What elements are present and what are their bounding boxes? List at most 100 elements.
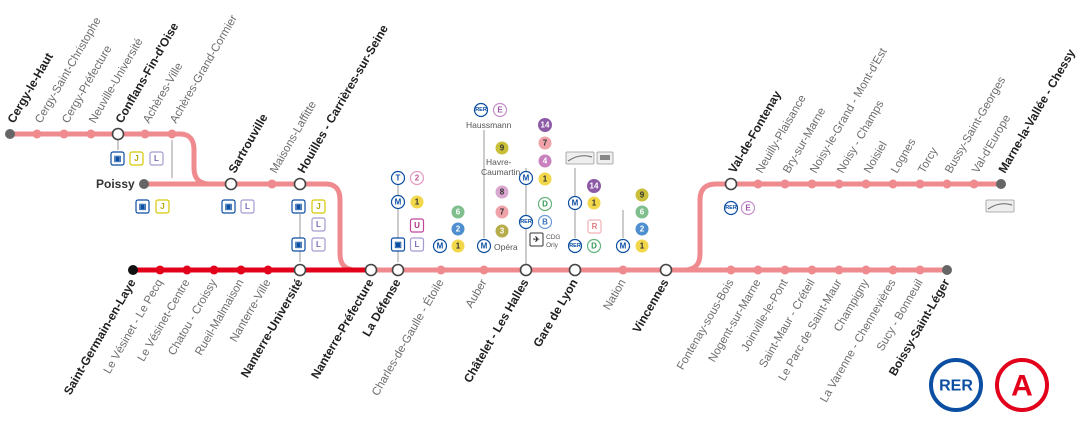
station-joinville-le-pont[interactable] bbox=[780, 265, 790, 275]
rer-b-badge bbox=[537, 214, 553, 230]
metro-14-text: 14 bbox=[541, 121, 550, 130]
line-r-badge bbox=[587, 219, 602, 234]
line-j-text: J bbox=[316, 202, 320, 211]
metro-badge-text: M bbox=[572, 199, 579, 208]
metro-1-badge bbox=[587, 196, 601, 210]
metro-badge-text: M bbox=[395, 198, 402, 207]
station-nogent-sur-marne[interactable] bbox=[753, 265, 763, 275]
station-nanterre-universite[interactable] bbox=[293, 263, 307, 277]
train-icon-glyph: ▣ bbox=[295, 202, 303, 211]
station-le-parc-de-saint-maur[interactable] bbox=[834, 265, 844, 275]
metro-1-badge bbox=[451, 239, 465, 253]
station-nanterre-ville[interactable] bbox=[263, 265, 273, 275]
station-poissy[interactable] bbox=[139, 179, 149, 189]
station-la-varenne-chennevieres[interactable] bbox=[888, 265, 898, 275]
line-l-badge bbox=[409, 237, 425, 252]
station-conflans-fin-d-oise[interactable] bbox=[111, 127, 125, 141]
metro-9-text: 9 bbox=[500, 144, 505, 153]
station-maisons-laffitte[interactable] bbox=[267, 179, 277, 189]
station-marne-la-vallee-chessy[interactable] bbox=[996, 179, 1006, 189]
station-noisiel[interactable] bbox=[861, 179, 871, 189]
station-la-defense[interactable] bbox=[391, 263, 405, 277]
station-boissy-saint-leger[interactable] bbox=[942, 265, 952, 275]
metro-6-badge bbox=[635, 205, 649, 219]
station-fontenay-sous-bois[interactable] bbox=[726, 265, 736, 275]
metro-1-badge bbox=[538, 172, 552, 186]
metro-4-badge bbox=[538, 154, 552, 168]
station-label-nanterre-universite: Nanterre-Université bbox=[238, 276, 306, 380]
station-label-lognes: Lognes bbox=[889, 137, 918, 176]
line-j-badge bbox=[155, 199, 170, 214]
metro-badge-text: M bbox=[620, 242, 627, 251]
line-paths bbox=[7, 131, 1004, 273]
rer-d-badge bbox=[537, 196, 553, 212]
metro-7-badge bbox=[495, 205, 509, 219]
station-le-vesinet-centre[interactable] bbox=[182, 265, 192, 275]
metro-4-text: 4 bbox=[543, 157, 548, 166]
metro-14-badge bbox=[587, 179, 601, 193]
rer-badge-text: RER bbox=[520, 219, 532, 225]
station-vincennes[interactable] bbox=[659, 263, 673, 277]
train-icon bbox=[135, 199, 150, 214]
rer-e-text: E bbox=[745, 204, 751, 213]
metro-7-text: 7 bbox=[500, 208, 505, 217]
station-houilles-carrieres-sur-seine[interactable] bbox=[293, 177, 307, 191]
station-rueil-malmaison[interactable] bbox=[236, 265, 246, 275]
station-val-d-europe[interactable] bbox=[969, 179, 979, 189]
station-noisy-le-grand-mont-d-est[interactable] bbox=[807, 179, 817, 189]
line-j-text: J bbox=[160, 202, 164, 211]
cdg-etoile-connections: M 6 2 1 bbox=[432, 205, 465, 254]
station-le-vesinet-le-pecq[interactable] bbox=[155, 265, 165, 275]
station-sartrouville[interactable] bbox=[224, 177, 238, 191]
station-sucy-bonneuil[interactable] bbox=[915, 265, 925, 275]
metro-9-badge bbox=[495, 141, 509, 155]
station-acheres-grand-cormier[interactable] bbox=[167, 129, 177, 139]
airport-icon-glyph: ✈ bbox=[533, 235, 540, 244]
metro-1-badge bbox=[410, 195, 424, 209]
train-icon bbox=[291, 237, 306, 252]
metro-badge bbox=[567, 195, 583, 211]
rer-e-text: E bbox=[497, 106, 503, 115]
line-j-badge bbox=[129, 151, 144, 166]
station-nation[interactable] bbox=[618, 265, 628, 275]
rer-badge bbox=[473, 102, 489, 118]
station-torcy[interactable] bbox=[915, 179, 925, 189]
station-saint-germain-en-laye[interactable] bbox=[128, 265, 138, 275]
station-chatelet-les-halles[interactable] bbox=[519, 263, 533, 277]
rer-d-text: D bbox=[591, 242, 597, 251]
station-chatou-croissy[interactable] bbox=[209, 265, 219, 275]
rer-badge bbox=[567, 238, 583, 254]
station-neuilly-plaisance[interactable] bbox=[753, 179, 763, 189]
line-a-logo-text: A bbox=[1011, 370, 1033, 403]
marne-la-vallee-connections bbox=[985, 199, 1015, 213]
caumartin-label: Caumartin bbox=[481, 167, 520, 177]
station-noisy-champs[interactable] bbox=[834, 179, 844, 189]
conflans-connections: ▣ J L bbox=[110, 151, 164, 166]
rer-badge-text: RER bbox=[725, 205, 737, 211]
rer-d-text: D bbox=[542, 200, 548, 209]
station-charles-de-gaulle-etoile[interactable] bbox=[436, 265, 446, 275]
station-neuville-universite[interactable] bbox=[86, 129, 96, 139]
metro-badge-text: M bbox=[523, 174, 530, 183]
station-bry-sur-marne[interactable] bbox=[780, 179, 790, 189]
station-nanterre-prefecture[interactable] bbox=[364, 263, 378, 277]
station-cergy-le-haut[interactable] bbox=[5, 129, 15, 139]
station-cergy-saint-christophe[interactable] bbox=[32, 129, 42, 139]
station-gare-de-lyon[interactable] bbox=[568, 263, 582, 277]
line-l-text: L bbox=[415, 240, 420, 249]
station-acheres-ville[interactable] bbox=[140, 129, 150, 139]
station-val-de-fontenay[interactable] bbox=[724, 177, 738, 191]
tram-badge bbox=[390, 170, 406, 186]
station-lognes[interactable] bbox=[888, 179, 898, 189]
station-cergy-prefecture[interactable] bbox=[59, 129, 69, 139]
line-j-text: J bbox=[134, 154, 138, 163]
line-l-text: L bbox=[245, 202, 250, 211]
station-saint-maur-creteil[interactable] bbox=[807, 265, 817, 275]
station-auber[interactable] bbox=[479, 265, 489, 275]
rer-logo-circle bbox=[929, 358, 983, 412]
line-l-badge bbox=[311, 217, 326, 232]
station-champigny[interactable] bbox=[861, 265, 871, 275]
airport-icon bbox=[529, 232, 544, 247]
station-bussy-saint-georges[interactable] bbox=[942, 179, 952, 189]
